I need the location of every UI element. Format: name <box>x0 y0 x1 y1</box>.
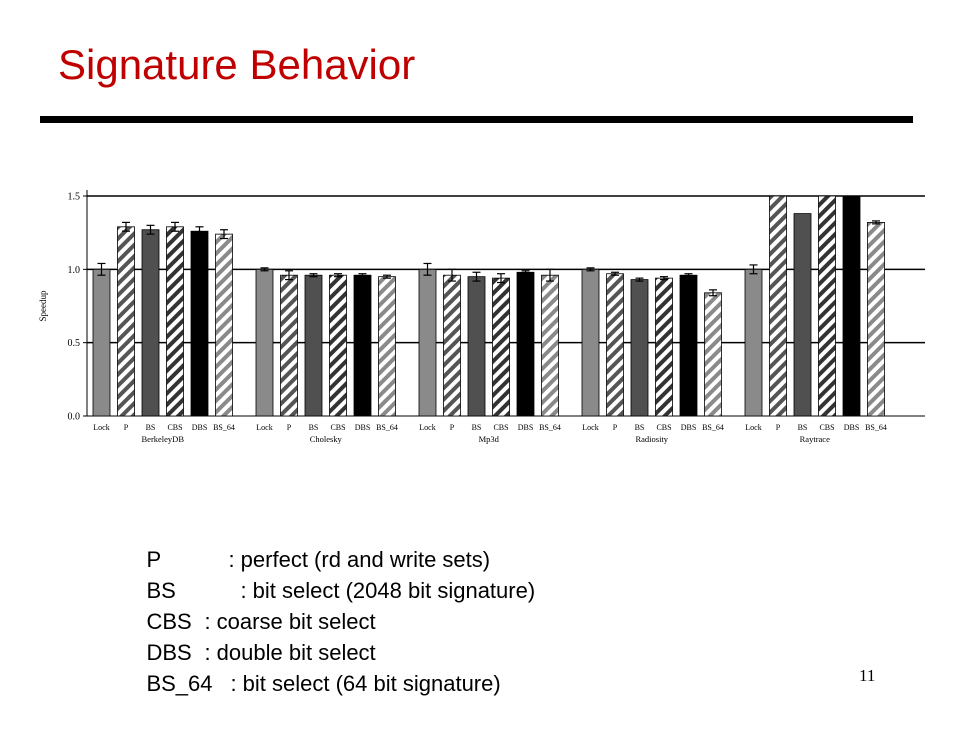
legend-key: CBS <box>146 609 192 634</box>
legend-desc: : bit select (2048 bit signature) <box>240 578 536 603</box>
bar <box>867 222 885 417</box>
group-label: BerkeleyDB <box>142 434 185 444</box>
bar <box>329 274 347 417</box>
bar <box>744 268 763 417</box>
bar-label: CBS <box>167 423 182 432</box>
bar-label: P <box>450 423 455 432</box>
bar <box>541 274 559 417</box>
bar <box>769 195 787 417</box>
slide-title: Signature Behavior <box>58 41 416 88</box>
bar <box>215 233 233 417</box>
bar-label: P <box>613 423 618 432</box>
bar <box>606 273 624 417</box>
bar-label: DBS <box>681 423 697 432</box>
bar <box>378 276 396 417</box>
bar <box>704 292 722 417</box>
bar-label: BS <box>798 423 808 432</box>
bar <box>255 268 274 417</box>
bar-label: DBS <box>518 423 534 432</box>
bar-label: CBS <box>656 423 671 432</box>
legend-key: BS_64 <box>146 671 213 696</box>
bar <box>492 277 510 417</box>
bar-label: P <box>776 423 781 432</box>
bar <box>117 226 135 417</box>
bar <box>793 213 812 417</box>
group-label: Raytrace <box>800 434 830 444</box>
bar <box>190 230 209 417</box>
bar <box>280 274 298 417</box>
bar-label: Lock <box>93 423 109 432</box>
bar-label: Lock <box>582 423 598 432</box>
bar <box>92 268 111 417</box>
legend-desc: : perfect (rd and write sets) <box>228 547 491 572</box>
bar <box>443 274 461 417</box>
y-axis-label: Speedup <box>38 290 48 321</box>
bar-label: BS <box>472 423 482 432</box>
bar <box>516 271 535 417</box>
bar <box>467 276 486 417</box>
y-tick-label: 1.5 <box>68 192 81 203</box>
bar <box>581 268 600 417</box>
legend-row-p: P : perfect (rd and write sets) <box>122 513 535 572</box>
legend-key: P <box>146 547 162 572</box>
group-label: Cholesky <box>310 434 343 444</box>
y-tick-label: 0.0 <box>68 412 81 423</box>
legend-key: DBS <box>146 640 192 665</box>
legend-desc: : coarse bit select <box>204 609 376 634</box>
group-label: Mp3d <box>479 434 500 444</box>
bar <box>818 195 836 417</box>
bar-label: Lock <box>419 423 435 432</box>
y-tick-label: 0.5 <box>68 338 81 349</box>
title-divider <box>40 116 913 123</box>
legend-row-dbs: DBS : double bit select <box>122 606 535 665</box>
bar <box>304 274 323 417</box>
bar-label: BS_64 <box>702 423 724 432</box>
bar <box>418 268 437 417</box>
y-tick-label: 1.0 <box>68 265 81 276</box>
bar-label: DBS <box>844 423 860 432</box>
bar-label: BS <box>635 423 645 432</box>
legend-desc: : double bit select <box>204 640 376 665</box>
speedup-chart: 0.0 0.5 1.0 1.5 Speedup Lock P BS CBS DBS BS_64 Ber… <box>32 186 928 458</box>
bar-label: BS_64 <box>539 423 561 432</box>
bar-label: DBS <box>192 423 208 432</box>
legend: P : perfect (rd and write sets) BS : bit s… <box>122 513 535 696</box>
legend-row-bs: BS : bit select (2048 bit signature) <box>122 544 535 603</box>
bar-label: P <box>124 423 129 432</box>
bar-label: Lock <box>745 423 761 432</box>
legend-key: BS <box>146 578 176 603</box>
bar-label: BS_64 <box>213 423 235 432</box>
bar-label: Lock <box>256 423 272 432</box>
bar-label: BS_64 <box>376 423 398 432</box>
bar-label: BS <box>309 423 319 432</box>
bar <box>141 229 160 417</box>
bar-label: CBS <box>330 423 345 432</box>
bar <box>166 226 184 417</box>
bar-label: CBS <box>493 423 508 432</box>
page-number: 11 <box>859 666 876 685</box>
bar-label: BS_64 <box>865 423 887 432</box>
bar-label: P <box>287 423 292 432</box>
bar <box>353 274 372 417</box>
bar <box>842 195 861 417</box>
group-label: Radiosity <box>635 434 668 444</box>
legend-row-bs64: BS_64 : bit select (64 bit signature) <box>122 637 535 696</box>
bar <box>655 277 673 417</box>
bar-label: BS <box>146 423 156 432</box>
bar <box>630 279 649 417</box>
bar-label: CBS <box>819 423 834 432</box>
legend-row-cbs: CBS : coarse bit select <box>122 575 535 634</box>
legend-desc: : bit select (64 bit signature) <box>230 671 501 696</box>
bar <box>679 274 698 417</box>
bar-label: DBS <box>355 423 371 432</box>
speedup-chart-svg: 0.0 0.5 1.0 1.5 Speedup Lock P BS CBS DBS BS_64 Ber… <box>38 190 925 444</box>
